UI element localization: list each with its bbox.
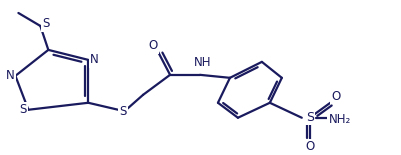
Text: N: N: [6, 69, 15, 82]
Text: N: N: [90, 53, 99, 66]
Text: NH: NH: [194, 56, 212, 69]
Text: O: O: [331, 90, 340, 103]
Text: S: S: [20, 103, 27, 116]
Text: S: S: [43, 18, 50, 30]
Text: O: O: [148, 39, 158, 52]
Text: S: S: [306, 111, 314, 124]
Text: NH₂: NH₂: [328, 113, 351, 126]
Text: O: O: [305, 140, 314, 153]
Text: S: S: [119, 105, 127, 118]
